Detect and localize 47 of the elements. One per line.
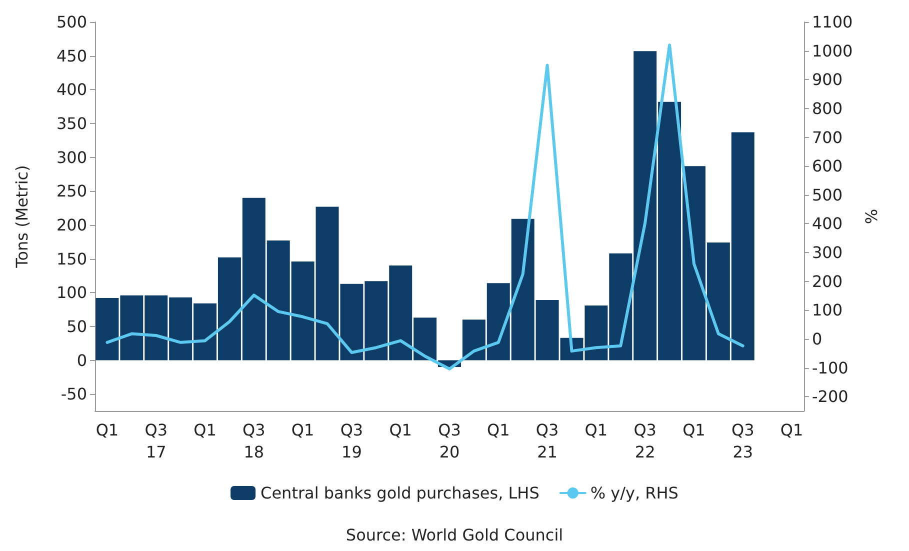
y-tick-label: 0 [76, 350, 87, 370]
y2-tick-label: 1100 [812, 12, 853, 32]
x-tick-label: Q3 17 [144, 420, 168, 462]
y-tick-label: 350 [56, 114, 87, 133]
line-series [106, 44, 744, 370]
y2-tick-label: 400 [812, 214, 843, 234]
y2-tick-label: -100 [812, 358, 848, 378]
x-tick-label: Q1 [389, 420, 412, 440]
y-tick-label: 450 [56, 46, 87, 66]
y2-tick-label: 200 [812, 272, 843, 291]
y-tick-label: 300 [56, 148, 87, 167]
x-tick-label: Q3 20 [438, 420, 461, 462]
y-tick-label: 500 [56, 12, 87, 32]
x-tick-label: Q1 [780, 420, 804, 440]
y-tick-label: -50 [60, 384, 87, 404]
x-tick-label: Q3 19 [340, 420, 364, 462]
x-tick-label: Q3 23 [731, 420, 754, 462]
legend-label: Central banks gold purchases, LHS [260, 484, 540, 502]
x-tick-label: Q1 [291, 420, 314, 440]
y2-tick-label: 800 [812, 98, 843, 118]
x-tick-label: Q3 21 [536, 420, 559, 462]
y-tick-label: 100 [56, 283, 87, 302]
legend-label: % y/y, RHS [590, 484, 678, 502]
x-tick-label: Q3 18 [242, 420, 266, 462]
y2-tick-label: -200 [812, 387, 848, 406]
x-tick-label: Q1 [96, 420, 119, 440]
x-tick-label: Q1 [487, 420, 510, 440]
y-tick-label: 150 [56, 249, 87, 268]
y2-tick-label: 100 [812, 300, 843, 320]
x-tick-label: Q1 [682, 420, 706, 440]
y2-tick-label: 500 [812, 185, 843, 204]
y2-tick-label: 700 [812, 128, 843, 147]
y-tick-label: 400 [56, 80, 87, 100]
y-tick-label: 200 [56, 215, 87, 234]
y2-tick-label: 900 [812, 70, 843, 90]
y2-tick-label: 600 [812, 156, 843, 176]
x-tick-label: Q3 22 [634, 420, 656, 462]
y-axis-title: Tons (Metric) [12, 165, 32, 269]
source-note: Source: World Gold Council [346, 526, 564, 544]
y-tick-label: 50 [66, 316, 87, 336]
y2-tick-label: 300 [812, 243, 843, 262]
y2-axis-title: % [862, 208, 882, 224]
y2-tick-label: 1000 [812, 41, 853, 60]
y2-tick-label: 0 [812, 329, 822, 348]
y-tick-label: 250 [56, 182, 87, 201]
x-tick-label: Q1 [194, 420, 216, 440]
x-tick-label: Q1 [584, 420, 608, 440]
